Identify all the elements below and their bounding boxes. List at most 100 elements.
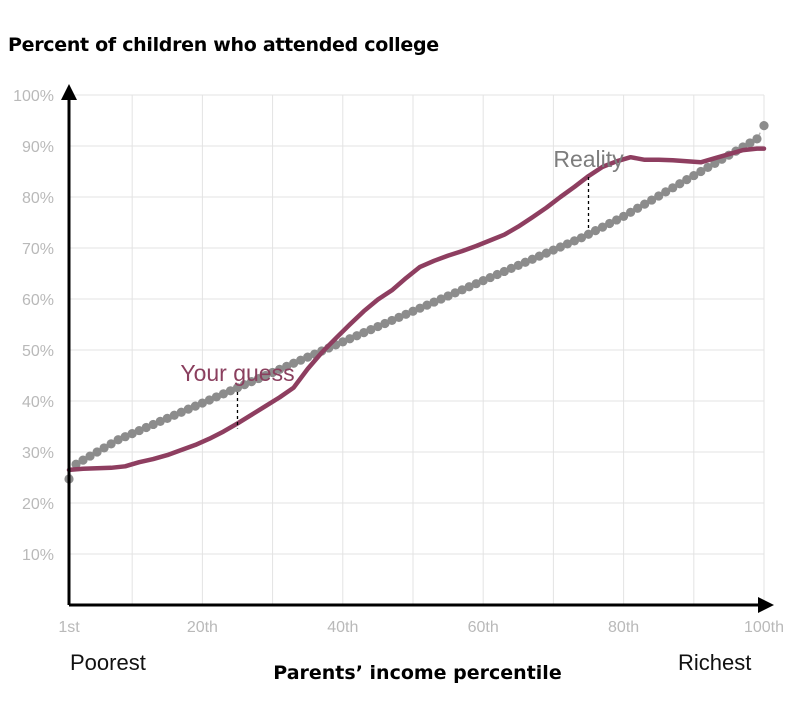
x-axis-arrow bbox=[758, 597, 774, 613]
guess-line bbox=[66, 146, 767, 473]
reality-point bbox=[647, 195, 657, 205]
reality-point bbox=[366, 325, 376, 335]
reality-point bbox=[569, 236, 580, 246]
x-tick-label: 1st bbox=[58, 619, 80, 636]
reality-point bbox=[113, 435, 123, 445]
x-tick-label: 80th bbox=[608, 619, 639, 636]
reality-point bbox=[633, 203, 643, 213]
reality-point bbox=[415, 303, 425, 313]
reality-point bbox=[682, 175, 692, 185]
reality-point bbox=[534, 251, 544, 261]
y-tick-label: 90% bbox=[22, 139, 54, 156]
reality-point bbox=[626, 207, 636, 217]
reality-point bbox=[303, 352, 313, 362]
x-axis-title: Parents’ income percentile bbox=[273, 662, 562, 684]
reality-dashed-line bbox=[68, 125, 765, 480]
y-tick-label: 100% bbox=[13, 88, 54, 105]
reality-point bbox=[541, 248, 551, 258]
reality-point bbox=[583, 229, 594, 239]
reality-point bbox=[352, 331, 362, 341]
reality-point bbox=[485, 272, 495, 283]
reality-point bbox=[654, 191, 664, 201]
reality-point bbox=[148, 419, 158, 430]
chart-annotations: Reality Your guess bbox=[180, 146, 624, 429]
reality-point bbox=[527, 254, 537, 264]
reality-point bbox=[232, 383, 243, 393]
y-tick-label: 10% bbox=[22, 547, 54, 564]
x-tick-label: 60th bbox=[468, 619, 499, 636]
reality-point bbox=[120, 432, 130, 442]
reality-point bbox=[548, 245, 558, 255]
reality-point bbox=[99, 443, 109, 453]
reality-point bbox=[611, 215, 622, 225]
reality-point bbox=[401, 309, 411, 319]
x-axis-ticks: 1st 20th 40th 60th 80th 100th bbox=[58, 619, 784, 636]
x-axis-right-label: Richest bbox=[678, 650, 752, 675]
reality-point bbox=[71, 459, 81, 469]
reality-point bbox=[696, 166, 706, 177]
chart-grid bbox=[69, 94, 765, 605]
reality-point bbox=[478, 276, 488, 286]
y-tick-label: 50% bbox=[22, 343, 54, 360]
reality-point bbox=[752, 134, 762, 144]
reality-point bbox=[218, 389, 229, 399]
reality-point bbox=[492, 269, 502, 280]
reality-point bbox=[239, 380, 250, 390]
reality-point bbox=[555, 242, 566, 252]
reality-point bbox=[162, 413, 172, 423]
reality-point bbox=[225, 386, 236, 396]
reality-point bbox=[373, 321, 383, 332]
reality-point bbox=[253, 373, 264, 384]
reality-point bbox=[275, 364, 285, 374]
reality-point bbox=[190, 401, 200, 411]
reality-point bbox=[127, 429, 137, 439]
reality-point bbox=[604, 218, 615, 229]
reality-point bbox=[703, 162, 713, 173]
reality-point bbox=[471, 279, 481, 289]
reality-point bbox=[183, 404, 193, 414]
x-tick-label: 100th bbox=[744, 619, 784, 636]
reality-point bbox=[562, 239, 573, 249]
reality-point bbox=[345, 334, 355, 344]
reality-point bbox=[436, 294, 446, 304]
reality-point bbox=[394, 312, 404, 322]
reality-point bbox=[408, 306, 418, 316]
reality-series bbox=[64, 121, 769, 484]
reality-point bbox=[618, 211, 629, 221]
reality-point bbox=[106, 439, 116, 449]
reality-point bbox=[282, 361, 292, 371]
y-axis-arrow bbox=[61, 84, 77, 100]
reality-point bbox=[85, 451, 95, 461]
reality-point bbox=[759, 121, 769, 131]
reality-point bbox=[169, 410, 179, 420]
reality-point bbox=[450, 288, 460, 298]
reality-point bbox=[506, 263, 516, 273]
reality-point bbox=[176, 407, 186, 417]
chart-axes bbox=[61, 84, 774, 613]
y-tick-label: 30% bbox=[22, 445, 54, 462]
reality-point bbox=[668, 183, 678, 193]
reality-point bbox=[499, 266, 509, 277]
reality-point bbox=[211, 392, 222, 402]
reality-point bbox=[78, 455, 88, 465]
x-tick-label: 40th bbox=[327, 619, 358, 636]
chart-title: Percent of children who attended college bbox=[8, 34, 439, 56]
reality-point bbox=[520, 257, 530, 267]
reality-point bbox=[464, 282, 474, 292]
reality-point bbox=[661, 187, 671, 197]
y-tick-label: 40% bbox=[22, 394, 54, 411]
reality-point bbox=[745, 138, 755, 148]
reality-point bbox=[134, 425, 144, 436]
reality-point bbox=[267, 367, 278, 378]
reality-point bbox=[422, 300, 432, 310]
reality-point bbox=[429, 297, 439, 307]
reality-point bbox=[197, 398, 207, 408]
reality-point bbox=[457, 285, 467, 295]
reality-point bbox=[597, 222, 608, 232]
reality-point bbox=[590, 226, 601, 236]
reality-point bbox=[289, 358, 299, 368]
x-axis-left-label: Poorest bbox=[70, 650, 146, 675]
guess-series bbox=[66, 146, 767, 473]
reality-point bbox=[296, 355, 306, 365]
